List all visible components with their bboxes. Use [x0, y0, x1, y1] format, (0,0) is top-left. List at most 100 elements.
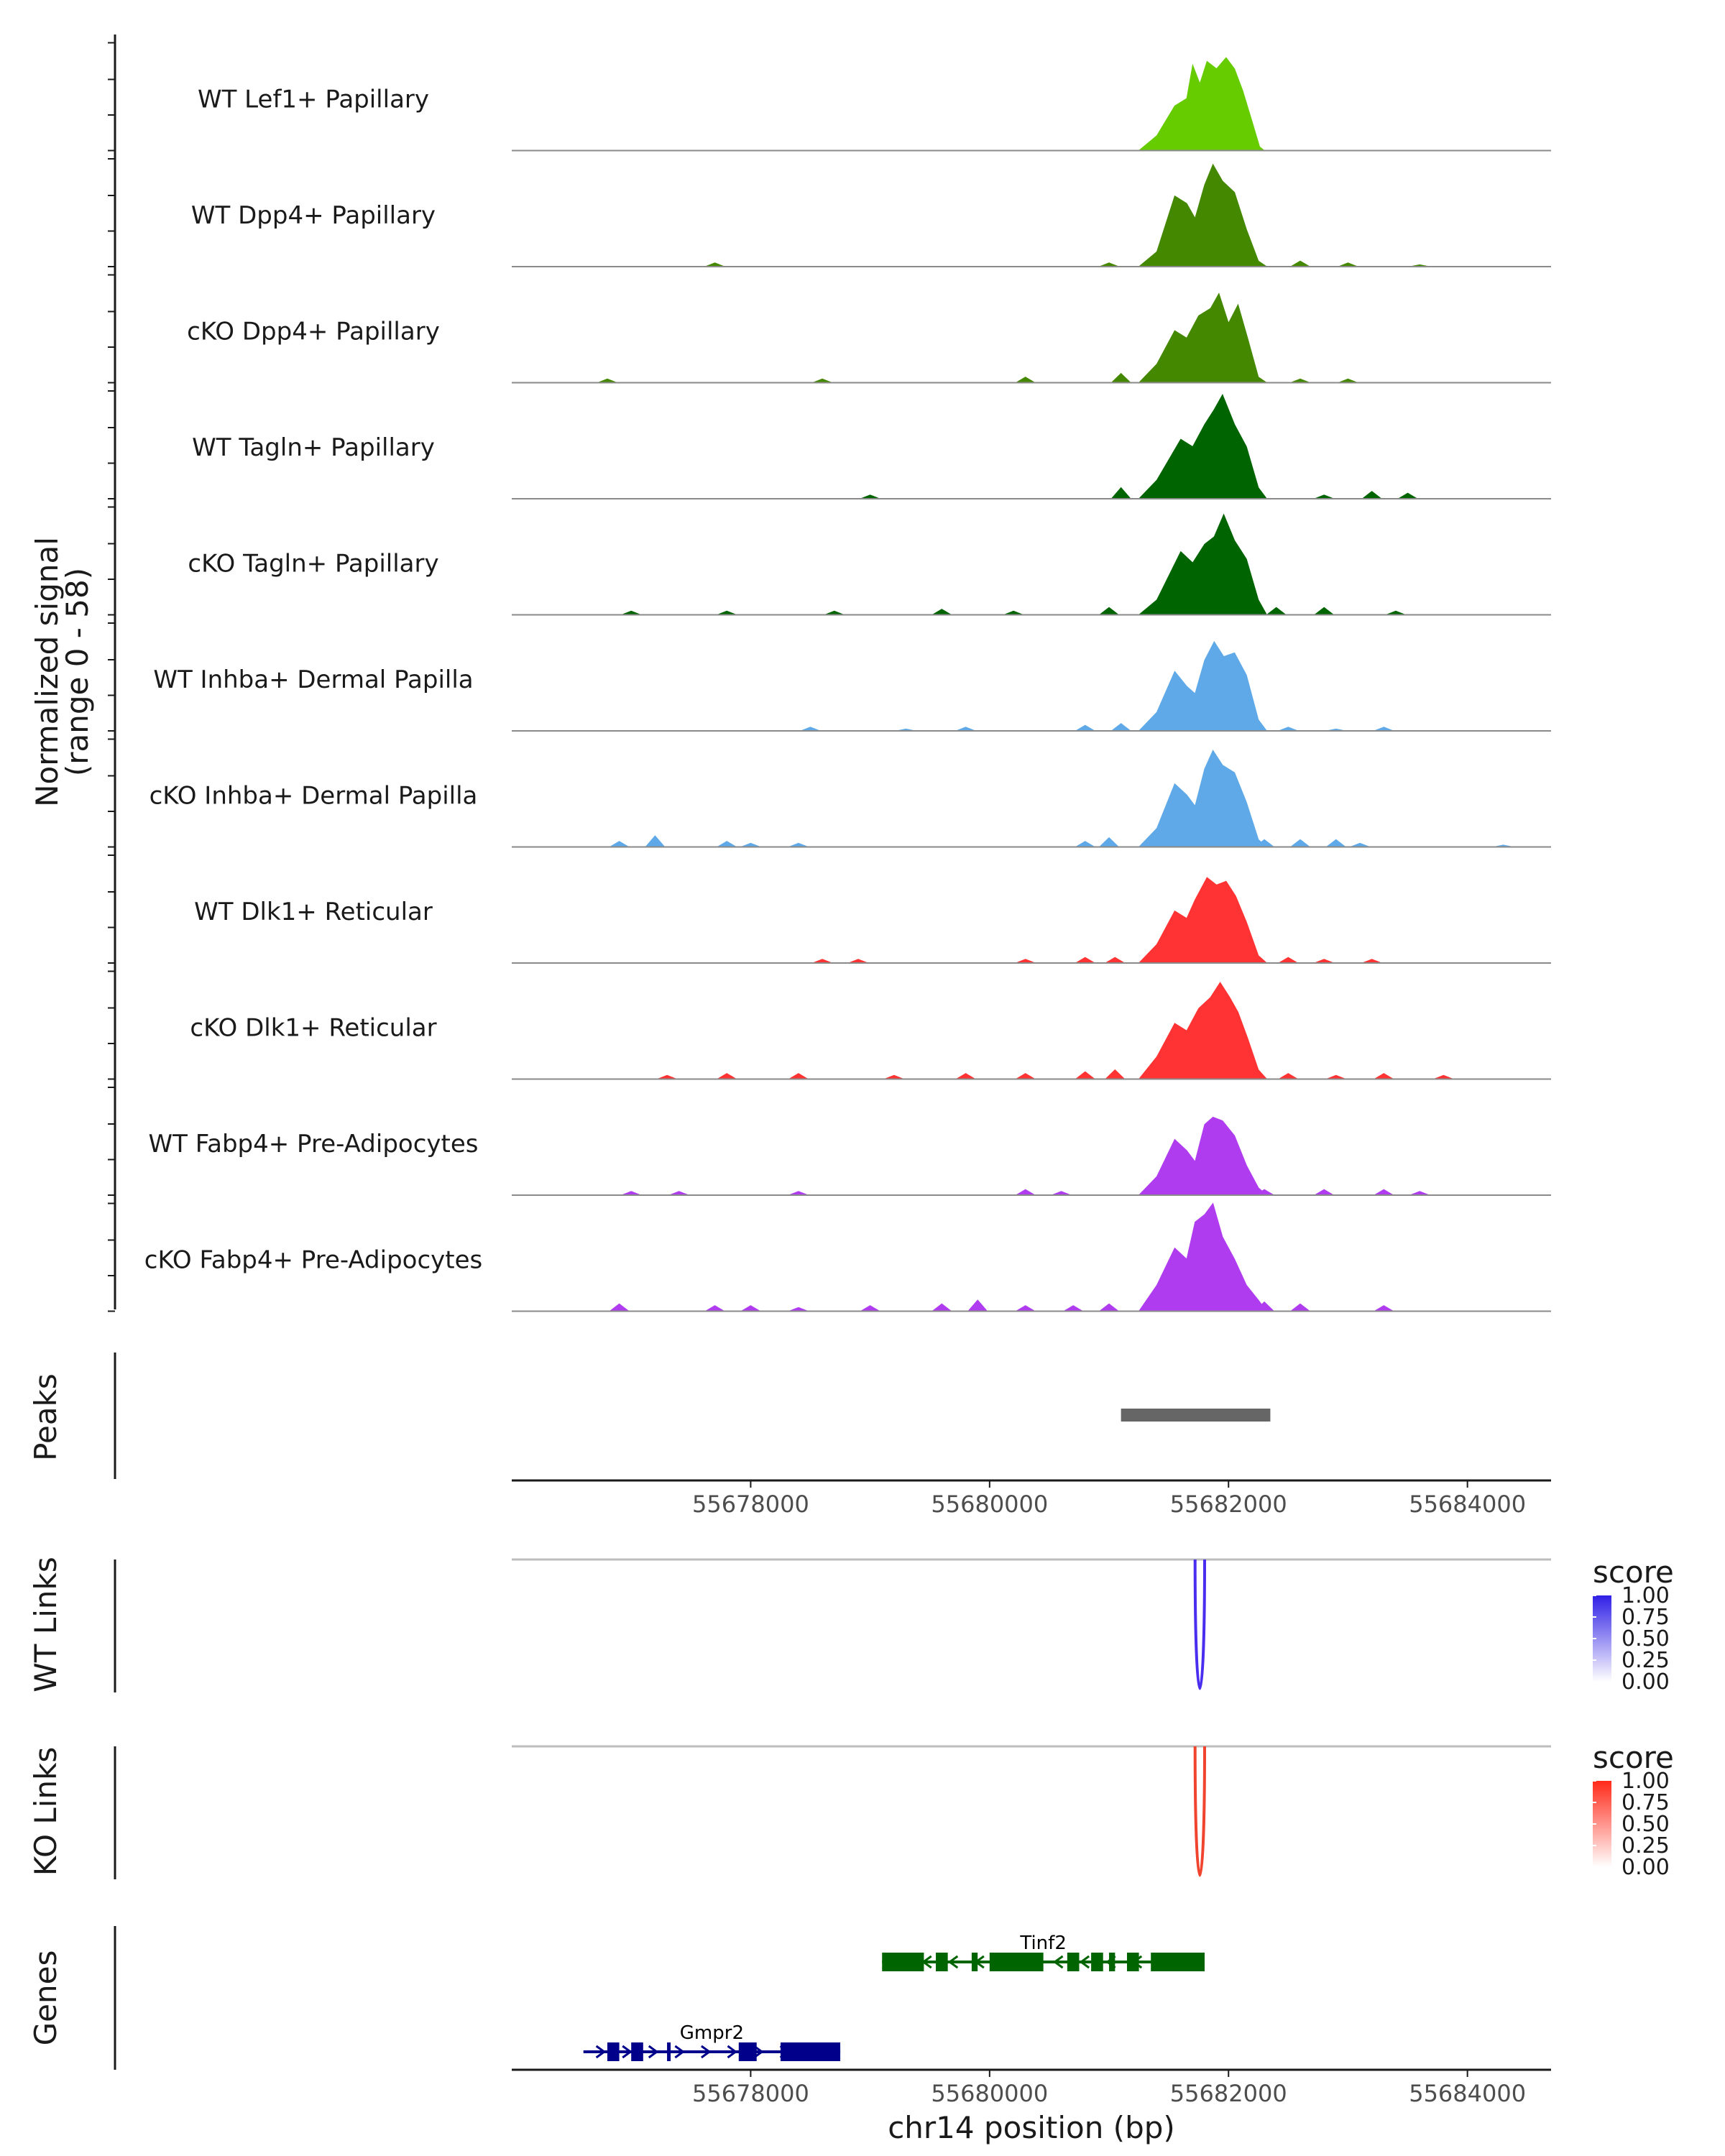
x-tick-label: 55682000 — [1170, 2080, 1287, 2107]
x-axis-ticks-top: 55678000 55680000 55682000 55684000 — [692, 1480, 1526, 1518]
gene-exon — [780, 2042, 841, 2061]
coverage-track: WT Fabp4+ Pre-Adipocytes — [149, 1116, 1551, 1196]
x-tick-label: 55678000 — [692, 2080, 809, 2107]
legend-tick-label: 0.50 — [1622, 1626, 1670, 1651]
gene-exon — [971, 1953, 978, 1971]
gene-exon — [1126, 1953, 1139, 1971]
coverage-track: WT Inhba+ Dermal Papilla — [153, 640, 1551, 732]
legend-title: score — [1593, 1554, 1674, 1590]
links-axis-title: WT Links — [28, 1557, 63, 1692]
coverage-track: cKO Tagln+ Papillary — [188, 513, 1551, 616]
coverage-signal — [512, 163, 1551, 267]
track-label: WT Dpp4+ Papillary — [191, 201, 436, 230]
coverage-track: cKO Inhba+ Dermal Papilla — [150, 749, 1551, 848]
coverage-y-axis-range: (range 0 - 58) — [60, 568, 95, 776]
track-label: cKO Fabp4+ Pre-Adipocytes — [144, 1246, 483, 1275]
genes-axis-title: Genes — [28, 1950, 63, 2046]
track-label: cKO Inhba+ Dermal Papilla — [150, 782, 478, 811]
coverage-signal — [512, 394, 1551, 499]
track-label: WT Tagln+ Papillary — [192, 433, 435, 462]
peak-regions — [1121, 1409, 1271, 1422]
coverage-signal — [512, 877, 1551, 964]
gene-exon — [1067, 1953, 1080, 1971]
gene-models: Tinf2 Gmpr2 — [583, 1932, 1205, 2061]
strand-arrow — [701, 2045, 712, 2059]
track-label: cKO Dlk1+ Reticular — [190, 1014, 436, 1043]
link-arc — [1193, 1559, 1206, 1690]
coverage-track: WT Dlk1+ Reticular — [194, 877, 1551, 964]
coverage-signal — [512, 57, 1551, 151]
legend-tick-label: 0.75 — [1622, 1605, 1670, 1630]
gene-label: Tinf2 — [1019, 1932, 1066, 1954]
peak-region — [1121, 1409, 1271, 1422]
strand-arrow — [595, 2045, 607, 2059]
gene-exon — [936, 1953, 948, 1971]
link-arc — [1193, 1746, 1206, 1877]
gene-exon — [989, 1953, 1044, 1971]
strand-arrow — [1053, 1955, 1064, 1969]
gene-exon — [1151, 1953, 1205, 1971]
coverage-track: cKO Dpp4+ Papillary — [187, 292, 1551, 384]
coverage-signal — [512, 292, 1551, 383]
legend-title: score — [1593, 1740, 1674, 1775]
x-tick-label: 55680000 — [931, 1491, 1048, 1518]
track-label: cKO Tagln+ Papillary — [188, 550, 438, 579]
x-axis-ticks-bottom: 55678000 55680000 55682000 55684000 — [692, 2070, 1526, 2107]
coverage-y-axis-title: Normalized signal — [29, 537, 65, 807]
coverage-signal — [512, 749, 1551, 847]
coverage-signal — [512, 982, 1551, 1079]
gene-exon — [631, 2042, 643, 2061]
gene-exon — [607, 2042, 620, 2061]
legend-tick-label: 1.00 — [1622, 1583, 1670, 1608]
strand-arrow — [674, 2045, 685, 2059]
coverage-track: WT Lef1+ Papillary — [198, 57, 1551, 152]
x-tick-label: 55684000 — [1409, 2080, 1526, 2107]
coverage-track: cKO Dlk1+ Reticular — [190, 982, 1551, 1080]
legend-tick-label: 0.25 — [1622, 1648, 1670, 1673]
gene-exon — [667, 2042, 671, 2061]
x-tick-label: 55682000 — [1170, 1491, 1287, 1518]
strand-arrow — [1079, 1955, 1090, 1969]
legend-tick-label: 0.50 — [1622, 1812, 1670, 1837]
gene-exon — [738, 2042, 757, 2061]
gene-model: Gmpr2 — [583, 2022, 841, 2061]
strand-arrow — [622, 2045, 632, 2059]
strand-arrow — [947, 1955, 959, 1969]
coverage-track: cKO Fabp4+ Pre-Adipocytes — [144, 1202, 1551, 1312]
x-tick-label: 55680000 — [931, 2080, 1048, 2107]
strand-arrow — [648, 2045, 659, 2059]
gene-exon — [1109, 1953, 1116, 1971]
legend-tick-label: 0.00 — [1622, 1855, 1670, 1880]
peaks-axis-title: Peaks — [28, 1373, 63, 1461]
track-label: WT Lef1+ Papillary — [198, 86, 429, 114]
legend-tick-label: 0.25 — [1622, 1833, 1670, 1858]
coverage-signal — [512, 1116, 1551, 1196]
strand-arrow — [727, 2045, 738, 2059]
x-tick-label: 55678000 — [692, 1491, 809, 1518]
track-label: WT Dlk1+ Reticular — [194, 898, 433, 926]
track-label: cKO Dpp4+ Papillary — [187, 318, 440, 346]
x-axis-title: chr14 position (bp) — [888, 2110, 1175, 2145]
legend-tick-label: 0.75 — [1622, 1790, 1670, 1815]
coverage-track: WT Tagln+ Papillary — [192, 394, 1551, 499]
coverage-signal — [512, 1202, 1551, 1312]
gene-model: Tinf2 — [882, 1932, 1205, 1971]
x-tick-label: 55684000 — [1409, 1491, 1526, 1518]
coverage-tracks: WT Lef1+ Papillary WT Dpp4+ Papillary cKO … — [144, 57, 1551, 1312]
track-label: WT Inhba+ Dermal Papilla — [153, 665, 473, 694]
track-label: WT Fabp4+ Pre-Adipocytes — [149, 1130, 479, 1158]
links-axis-title: KO Links — [28, 1747, 63, 1876]
coverage-track: WT Dpp4+ Papillary — [191, 163, 1551, 267]
legend-tick-label: 0.00 — [1622, 1669, 1670, 1695]
gene-exon — [1091, 1953, 1103, 1971]
gene-label: Gmpr2 — [680, 2022, 744, 2044]
coverage-signal — [512, 513, 1551, 615]
coverage-signal — [512, 640, 1551, 732]
gene-exon — [882, 1953, 924, 1971]
coverage-y-ticks — [108, 42, 115, 1312]
legend-tick-label: 1.00 — [1622, 1769, 1670, 1794]
